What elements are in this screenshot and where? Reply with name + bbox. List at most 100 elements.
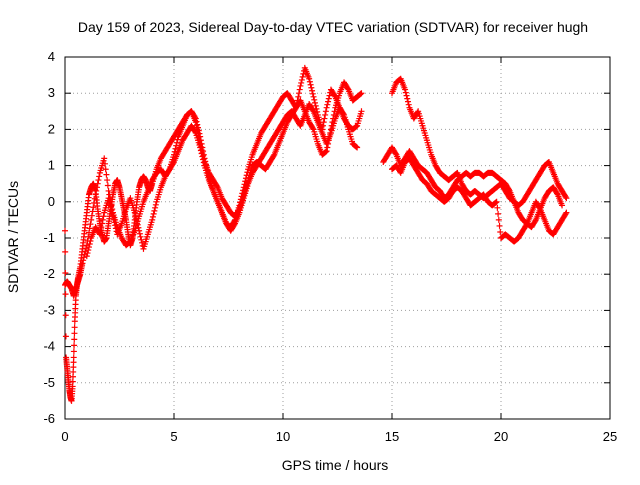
data-point-marker [85, 244, 92, 251]
data-point-marker [404, 98, 411, 105]
data-point-marker [562, 193, 569, 200]
data-point-marker [324, 144, 331, 151]
data-point-marker [111, 219, 118, 226]
data-point-marker [96, 173, 103, 180]
data-point-marker [402, 86, 409, 93]
data-point-marker [325, 98, 332, 105]
data-point-marker [97, 227, 104, 234]
data-point-marker [131, 209, 138, 216]
data-point-marker [110, 216, 117, 223]
data-point-marker [403, 92, 410, 99]
data-point-marker [93, 184, 100, 191]
y-tick-label: 4 [48, 49, 55, 64]
data-point-marker [404, 95, 411, 102]
data-point-marker [312, 102, 319, 109]
data-point-marker [136, 227, 143, 234]
data-point-marker [562, 210, 569, 217]
data-point-marker [297, 82, 304, 89]
data-point-marker [323, 148, 330, 155]
data-point-marker [87, 221, 94, 228]
data-point-marker [200, 159, 207, 166]
labels-layer: 0 5 10 15 20 25 -6 -5 -4 -3 -2 -1 0 1 2 3 4 [43, 49, 617, 444]
data-point-marker [139, 239, 146, 246]
data-point-marker [495, 210, 502, 217]
y-axis-label: SDTVAR / TECUs [5, 181, 21, 293]
data-point-marker [197, 147, 204, 154]
data-point-marker [496, 222, 503, 229]
y-tick-label: 2 [48, 121, 55, 136]
data-point-marker [298, 79, 305, 86]
series-track-1 [62, 64, 365, 404]
data-point-marker [559, 202, 566, 209]
data-point-marker [306, 78, 313, 85]
data-point-marker [353, 143, 360, 150]
y-tick-label: 3 [48, 85, 55, 100]
data-point-marker [135, 224, 142, 231]
data-point-marker [62, 291, 69, 298]
data-point-marker [213, 183, 220, 190]
data-point-marker [193, 122, 200, 129]
data-point-marker [298, 76, 305, 83]
data-point-marker [71, 336, 78, 343]
data-point-marker [357, 90, 364, 97]
data-point-marker [101, 155, 108, 162]
data-point-marker [99, 216, 106, 223]
data-point-marker [392, 150, 399, 157]
data-point-marker [71, 330, 78, 337]
data-point-marker [325, 95, 332, 102]
x-tick-label: 25 [603, 429, 617, 444]
series-track-4 [389, 75, 570, 209]
data-point-marker [199, 153, 206, 160]
data-point-marker [314, 108, 321, 115]
data-point-marker [109, 210, 116, 217]
data-point-marker [322, 148, 329, 155]
data-point-marker [322, 111, 329, 118]
data-point-marker [344, 85, 351, 92]
data-point-marker [85, 247, 92, 254]
data-point-marker [310, 93, 317, 100]
data-point-marker [532, 218, 539, 225]
data-point-marker [323, 104, 330, 111]
data-point-marker [340, 110, 347, 117]
data-point-marker [150, 210, 157, 217]
data-point-marker [99, 220, 106, 227]
axis-layer [64, 56, 611, 420]
data-point-marker [149, 216, 156, 223]
data-point-marker [299, 73, 306, 80]
data-point-marker [311, 99, 318, 106]
y-tick-label: 1 [48, 158, 55, 173]
data-point-marker [88, 212, 95, 219]
data-point-marker [358, 90, 365, 97]
data-point-marker [88, 216, 95, 223]
data-point-marker [152, 204, 159, 211]
y-tick-label: -5 [43, 375, 55, 390]
data-point-marker [563, 195, 570, 202]
data-point-marker [86, 225, 93, 232]
y-tick-label: -6 [43, 411, 55, 426]
data-point-marker [79, 260, 86, 267]
data-point-marker [200, 156, 207, 163]
data-point-marker [137, 233, 144, 240]
data-point-marker [93, 187, 100, 194]
data-point-marker [70, 354, 77, 361]
data-point-marker [85, 233, 92, 240]
data-point-marker [101, 160, 108, 167]
data-point-marker [295, 90, 302, 97]
data-point-marker [192, 128, 199, 135]
data-point-marker [104, 177, 111, 184]
data-point-marker [86, 241, 93, 248]
data-point-marker [102, 166, 109, 173]
y-tick-label: -4 [43, 339, 55, 354]
data-point-marker [71, 324, 78, 331]
series-track-3 [83, 101, 361, 260]
data-point-marker [84, 250, 91, 257]
data-point-marker [495, 216, 502, 223]
data-point-marker [171, 148, 178, 155]
data-point-marker [71, 342, 78, 349]
data-point-marker [89, 208, 96, 215]
data-point-marker [107, 204, 114, 211]
data-point-marker [307, 81, 314, 88]
data-point-marker [62, 312, 69, 319]
data-point-marker [138, 236, 145, 243]
